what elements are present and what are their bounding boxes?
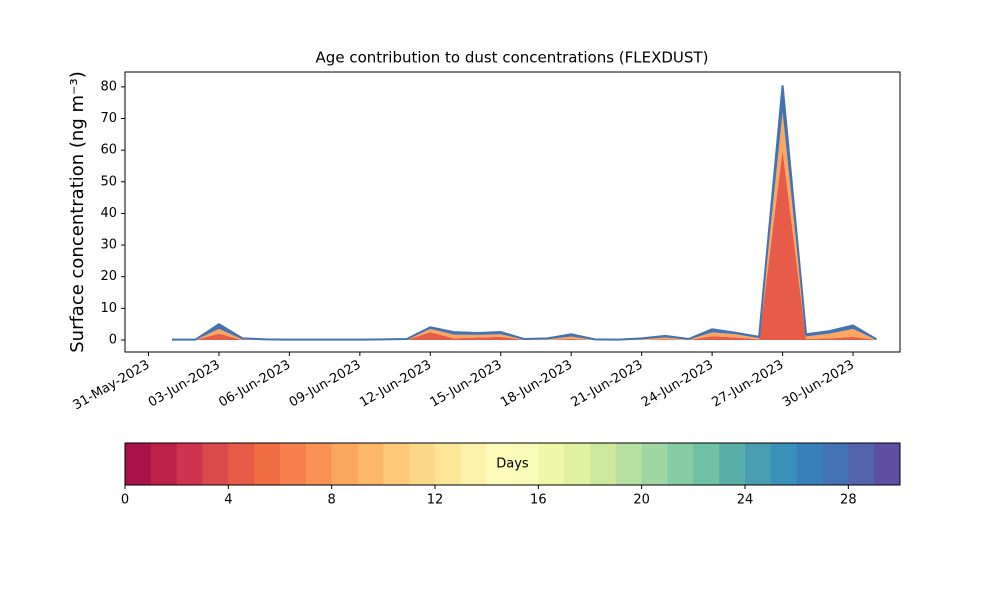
colorbar-swatch [125, 443, 152, 485]
colorbar-swatch [254, 443, 281, 485]
colorbar-swatch [745, 443, 772, 485]
colorbar-swatch [460, 443, 488, 485]
colorbar-swatch [150, 443, 178, 485]
colorbar-swatch [486, 443, 513, 485]
colorbar-swatch [615, 443, 643, 485]
colorbar-swatch [719, 443, 746, 485]
colorbar-swatch [435, 443, 462, 485]
colorbar-frame [124, 442, 901, 486]
x-tick-label: 31-May-2023 [71, 358, 153, 414]
colorbar-swatch [848, 443, 875, 485]
top-line [171, 85, 878, 341]
colorbar-swatch [305, 443, 333, 485]
colorbar-tick-label: 0 [121, 493, 129, 508]
colorbar-swatch [796, 443, 823, 485]
y-axis-label: Surface concentration (ng m⁻³) [67, 71, 88, 353]
colorbar-swatch [822, 443, 849, 485]
y-tick-label: 60 [100, 143, 117, 158]
y-tick-label: 10 [100, 301, 117, 316]
chart-title: Age contribution to dust concentrations … [316, 49, 709, 67]
y-tick-label: 30 [100, 238, 117, 253]
x-tick-label: 24-Jun-2023 [639, 358, 716, 411]
x-tick-label: 27-Jun-2023 [710, 358, 787, 411]
colorbar-tick-label: 24 [737, 493, 754, 508]
x-tick-label: 21-Jun-2023 [569, 358, 646, 411]
colorbar-swatch [564, 443, 591, 485]
colorbar-swatch [770, 443, 798, 485]
y-tick-label: 50 [100, 174, 117, 189]
y-tick-label: 40 [100, 206, 117, 221]
colorbar-swatch [641, 443, 668, 485]
colorbar-swatch [357, 443, 384, 485]
plot-frame [124, 71, 901, 353]
colorbar-tick-label: 8 [328, 493, 336, 508]
colorbar-tick-label: 16 [530, 493, 547, 508]
y-tick-label: 0 [109, 332, 117, 347]
y-tick-label: 70 [100, 111, 117, 126]
colorbar-swatch [590, 443, 617, 485]
y-tick-label: 80 [100, 79, 117, 94]
x-tick-label: 15-Jun-2023 [428, 358, 505, 411]
x-tick-label: 06-Jun-2023 [216, 358, 293, 411]
x-tick-label: 30-Jun-2023 [780, 358, 857, 411]
colorbar-swatch [693, 443, 720, 485]
y-tick-label: 20 [100, 269, 117, 284]
colorbar-swatch [383, 443, 410, 485]
colorbar-swatch [874, 443, 901, 485]
colorbar-swatch [280, 443, 307, 485]
colorbar-tick-label: 4 [224, 493, 232, 508]
x-tick-label: 12-Jun-2023 [357, 358, 434, 411]
colorbar-swatch [202, 443, 229, 485]
colorbar-tick-label: 20 [633, 493, 650, 508]
colorbar-tick-label: 12 [427, 493, 444, 508]
colorbar-swatch [512, 443, 539, 485]
x-tick-label: 18-Jun-2023 [498, 358, 575, 411]
colorbar-swatch [331, 443, 358, 485]
colorbar-swatch [667, 443, 694, 485]
colorbar-swatch [176, 443, 203, 485]
area [171, 150, 877, 340]
colorbar-tick-label: 28 [840, 493, 857, 508]
x-tick-label: 03-Jun-2023 [146, 358, 223, 411]
x-tick-label: 09-Jun-2023 [287, 358, 364, 411]
colorbar-swatch [538, 443, 565, 485]
colorbar-label: Days [496, 457, 529, 472]
colorbar-swatch [228, 443, 255, 485]
colorbar-swatch [409, 443, 436, 485]
